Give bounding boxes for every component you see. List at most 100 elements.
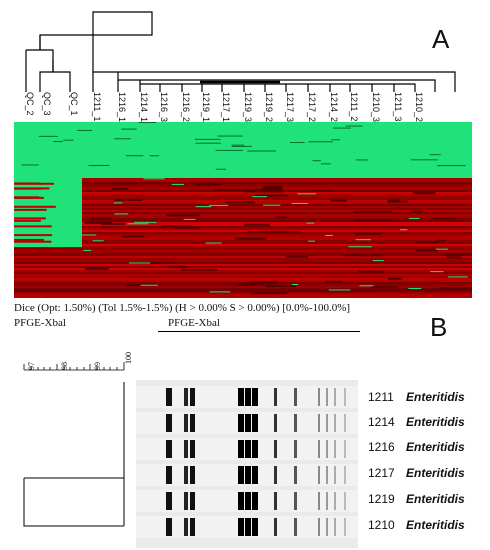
gel-band [190,492,195,510]
gel-band [344,414,346,432]
gel-band [274,414,277,432]
gel-band [184,466,188,484]
gel-band [326,466,328,484]
gel-band [274,388,277,406]
gel-band [318,492,320,510]
heatmap-column-dendrogram [25,11,456,92]
gel-band [190,518,195,536]
gel-band [238,492,244,510]
gel-band [252,388,258,406]
dice-settings-text: Dice (Opt: 1.50%) (Tol 1.5%-1.5%) (H > 0… [14,302,351,314]
column-label: 1210_2 [414,92,424,123]
lane-species-label: Enteritidis [406,440,465,454]
gel-band [318,414,320,432]
lane-species-label: Enteritidis [406,492,465,506]
gel-band [190,440,195,458]
pfge-dendrogram [23,382,125,527]
expression-heatmap [14,122,472,298]
pfge-label-center: PFGE-Xbal [168,317,220,329]
column-label: 1217_1 [221,92,231,123]
gel-band [166,414,172,432]
gel-band [166,440,172,458]
column-label: 1219_1 [201,92,211,123]
gel-band [245,414,251,432]
gel-band [294,466,297,484]
lane-id-label: 1210 [368,518,395,532]
pfge-label-left: PFGE-Xbal [14,317,66,329]
gel-band [166,466,172,484]
lane-species-label: Enteritidis [406,518,465,532]
gel-band [252,492,258,510]
gel-band [294,388,297,406]
gel-band [326,414,328,432]
gel-band [184,414,188,432]
gel-band [274,492,277,510]
column-label: 1211_3 [393,92,403,122]
gel-band [344,440,346,458]
gel-band [318,440,320,458]
column-label: 1219_2 [264,92,274,123]
gel-band [184,492,188,510]
gel-band [274,518,277,536]
column-label: 1216_1 [117,92,127,123]
lane-id-label: 1217 [368,466,395,480]
gel-band [166,492,172,510]
lane-id-label: 1219 [368,492,395,506]
pfge-underline [158,331,360,332]
scale-tick-99: 99 [93,362,102,370]
gel-band [190,466,195,484]
gel-band [294,518,297,536]
gel-band [344,466,346,484]
gel-band [252,414,258,432]
gel-band [326,518,328,536]
column-label: 1210_3 [371,92,381,123]
gel-band [252,466,258,484]
column-label: 1217_3 [285,92,295,123]
gel-band [294,414,297,432]
gel-band [344,518,346,536]
gel-band [245,440,251,458]
gel-band [334,388,336,406]
gel-band [166,518,172,536]
gel-band [245,466,251,484]
column-label: 1214_2 [329,92,339,123]
gel-band [326,388,328,406]
column-label: QC_3 [42,92,52,116]
lane-id-label: 1214 [368,415,395,429]
gel-band [344,492,346,510]
gel-band [252,518,258,536]
column-label: 1219_3 [243,92,253,123]
panel-b-label: B [430,312,448,342]
gel-band [190,414,195,432]
gel-band [238,388,244,406]
column-label: 1211_1 [92,92,102,122]
gel-band [166,388,172,406]
column-label: 1214_1 [139,92,149,123]
gel-band [184,440,188,458]
gel-band [334,518,336,536]
similarity-scale [23,362,125,371]
gel-band [294,440,297,458]
gel-band [334,466,336,484]
column-label: 1211_2 [349,92,359,122]
lane-species-label: Enteritidis [406,466,465,480]
column-label: QC_1 [69,92,79,116]
gel-band [326,440,328,458]
lane-species-label: Enteritidis [406,390,465,404]
lane-id-label: 1211 [368,390,394,404]
lane-id-label: 1216 [368,440,395,454]
pfge-gel-image [136,380,358,548]
gel-band [274,440,277,458]
panel-a-label: A [432,24,450,54]
column-label: QC_2 [25,92,35,116]
gel-band [318,388,320,406]
gel-band [184,388,188,406]
gel-band [318,518,320,536]
gel-band [326,492,328,510]
gel-band [344,388,346,406]
column-label: 1216_2 [181,92,191,123]
gel-band [274,466,277,484]
gel-band [334,492,336,510]
scale-tick-97: 97 [27,362,36,370]
gel-band [238,414,244,432]
